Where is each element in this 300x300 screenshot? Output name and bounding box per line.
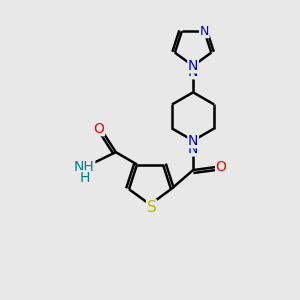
Text: N: N (200, 25, 209, 38)
Text: N: N (188, 59, 198, 73)
Text: N: N (188, 142, 198, 156)
Text: O: O (216, 160, 226, 174)
Text: NH: NH (74, 160, 95, 174)
Text: N: N (188, 65, 198, 79)
Text: O: O (94, 122, 104, 136)
Text: S: S (147, 200, 156, 215)
Text: H: H (80, 171, 90, 185)
Text: N: N (188, 134, 198, 148)
